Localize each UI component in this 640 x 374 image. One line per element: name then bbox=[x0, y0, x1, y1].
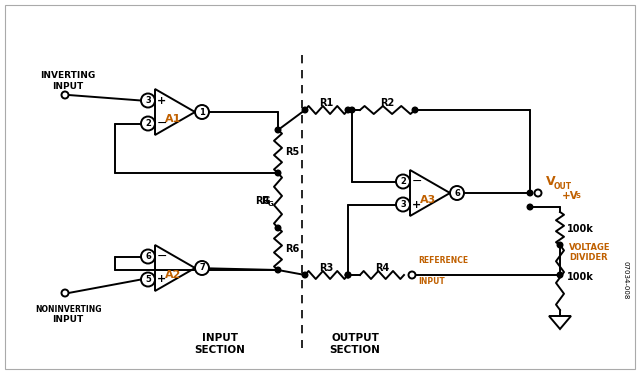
Circle shape bbox=[275, 225, 281, 231]
Circle shape bbox=[527, 204, 532, 210]
Text: 6: 6 bbox=[145, 252, 151, 261]
Circle shape bbox=[345, 272, 351, 278]
Text: V: V bbox=[546, 175, 556, 188]
Circle shape bbox=[302, 107, 308, 113]
Text: VOLTAGE: VOLTAGE bbox=[569, 243, 611, 252]
Text: OUTPUT: OUTPUT bbox=[331, 333, 379, 343]
Text: R1: R1 bbox=[319, 98, 333, 108]
Circle shape bbox=[141, 94, 155, 107]
Circle shape bbox=[61, 92, 68, 98]
Circle shape bbox=[450, 186, 464, 200]
Text: +: + bbox=[157, 275, 166, 285]
Text: R3: R3 bbox=[319, 263, 333, 273]
Circle shape bbox=[345, 272, 351, 278]
Text: +V: +V bbox=[562, 191, 579, 201]
Text: 1: 1 bbox=[199, 107, 205, 116]
Text: NONINVERTING: NONINVERTING bbox=[35, 304, 101, 313]
Circle shape bbox=[557, 242, 563, 248]
Text: 100k: 100k bbox=[567, 224, 594, 233]
Text: −: − bbox=[157, 117, 168, 130]
Text: 7: 7 bbox=[199, 264, 205, 273]
Circle shape bbox=[527, 190, 532, 196]
Text: INPUT: INPUT bbox=[418, 277, 445, 286]
Text: −: − bbox=[157, 250, 168, 263]
Text: R6: R6 bbox=[285, 244, 300, 254]
Text: 3: 3 bbox=[145, 96, 151, 105]
Circle shape bbox=[141, 273, 155, 286]
Text: R5: R5 bbox=[285, 147, 300, 156]
Text: INPUT: INPUT bbox=[52, 82, 84, 91]
Circle shape bbox=[345, 107, 351, 113]
Circle shape bbox=[275, 127, 281, 133]
Text: SECTION: SECTION bbox=[195, 345, 245, 355]
Circle shape bbox=[141, 116, 155, 131]
Text: A3: A3 bbox=[420, 195, 436, 205]
Text: INVERTING: INVERTING bbox=[40, 71, 95, 80]
Text: A1: A1 bbox=[165, 114, 181, 124]
Circle shape bbox=[412, 107, 418, 113]
Text: R: R bbox=[262, 196, 269, 205]
Text: 07034-008: 07034-008 bbox=[623, 261, 629, 299]
Text: 2: 2 bbox=[400, 177, 406, 186]
Text: 100k: 100k bbox=[567, 273, 594, 282]
Text: REFERENCE: REFERENCE bbox=[418, 256, 468, 265]
Text: OUT: OUT bbox=[554, 182, 572, 191]
Text: A2: A2 bbox=[165, 270, 181, 280]
Circle shape bbox=[349, 107, 355, 113]
Circle shape bbox=[275, 170, 281, 176]
Text: DIVIDER: DIVIDER bbox=[569, 253, 607, 262]
Circle shape bbox=[557, 272, 563, 278]
Circle shape bbox=[275, 267, 281, 273]
Text: 2: 2 bbox=[145, 119, 151, 128]
Text: G: G bbox=[268, 200, 273, 206]
Circle shape bbox=[534, 190, 541, 196]
Circle shape bbox=[195, 261, 209, 275]
Circle shape bbox=[396, 197, 410, 212]
Circle shape bbox=[141, 249, 155, 264]
Circle shape bbox=[61, 289, 68, 297]
Text: RG: RG bbox=[255, 196, 271, 205]
Text: +: + bbox=[157, 95, 166, 105]
Text: +: + bbox=[412, 199, 421, 209]
Text: −: − bbox=[412, 175, 422, 188]
Text: INPUT: INPUT bbox=[52, 316, 84, 325]
Text: 6: 6 bbox=[454, 188, 460, 197]
Circle shape bbox=[195, 105, 209, 119]
Text: INPUT: INPUT bbox=[202, 333, 238, 343]
Circle shape bbox=[302, 272, 308, 278]
Text: R4: R4 bbox=[375, 263, 389, 273]
Text: 5: 5 bbox=[145, 275, 151, 284]
Text: S: S bbox=[576, 193, 581, 199]
Circle shape bbox=[408, 272, 415, 279]
Text: 3: 3 bbox=[400, 200, 406, 209]
Text: SECTION: SECTION bbox=[330, 345, 380, 355]
Circle shape bbox=[396, 175, 410, 188]
Text: R2: R2 bbox=[380, 98, 395, 108]
